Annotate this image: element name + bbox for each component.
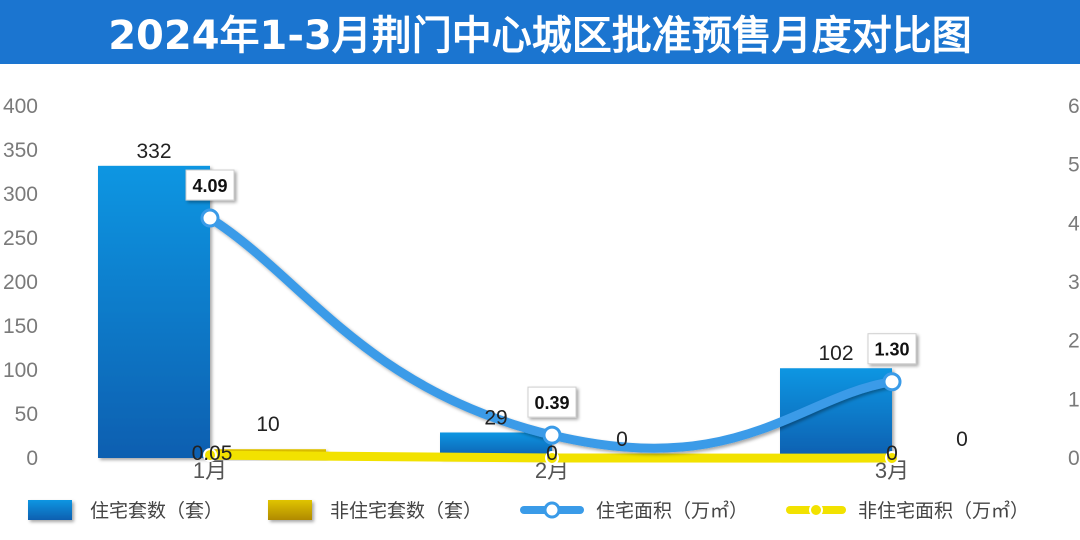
legend-label-nonresidential-area: 非住宅面积（万㎡） [858,499,1029,522]
legend-marker-nonresidential-area [809,503,823,517]
y-right-tick-label: 5 [1068,154,1080,177]
data-label-residential-area: 1.30 [874,340,909,360]
y-right-tick-label: 2 [1068,330,1080,353]
y-left-tick-label: 50 [15,403,38,426]
point-nonresidential-area [545,451,559,465]
y-right-tick-label: 3 [1068,271,1080,294]
data-label-nonresidential-units: 0 [956,428,968,451]
data-label-residential-units: 29 [484,406,507,429]
legend-swatch-residential-units [28,500,72,520]
x-category-label: 1月 [193,458,227,483]
y-right-tick-label: 0 [1068,447,1080,470]
legend-label-nonresidential-units: 非住宅套数（套） [330,500,482,522]
data-label-nonresidential-area: 0 [546,442,558,465]
data-label-residential-area: 0.39 [534,393,569,413]
y-right-tick-label: 1 [1068,388,1080,411]
data-label-nonresidential-units: 0 [616,428,628,451]
y-left-tick-label: 350 [3,139,38,162]
data-label-nonresidential-area: 0.05 [192,442,233,465]
y-right-tick-label: 4 [1068,212,1080,235]
data-label-residential-area: 4.09 [192,176,227,196]
y-right-tick-label: 6 [1068,95,1080,118]
data-label-residential-units: 332 [136,140,171,163]
data-label-nonresidential-units: 10 [256,413,279,436]
legend-label-residential-area: 住宅面积（万㎡） [596,499,748,522]
data-label-box-residential-area [867,333,917,365]
data-label-box-residential-area [185,169,235,201]
y-left-tick-label: 100 [3,359,38,382]
bar-residential-units [98,165,210,458]
data-label-nonresidential-area: 0 [886,442,898,465]
point-residential-area [882,372,902,392]
y-left-tick-label: 150 [3,315,38,338]
y-left-tick-label: 200 [3,271,38,294]
legend-label-residential-units: 住宅套数（套） [90,500,223,522]
data-label-box-residential-area [527,386,577,418]
point-residential-area [542,425,562,445]
legend-marker-residential-area [543,501,561,519]
y-left-tick-label: 300 [3,183,38,206]
y-left-tick-label: 0 [26,447,38,470]
chart-title: 2024年1-3月荆门中心城区批准预售月度对比图 [0,0,1080,64]
y-left-tick-label: 400 [3,95,38,118]
point-nonresidential-area [203,448,217,463]
legend-swatch-nonresidential-units [268,500,312,520]
point-residential-area [200,208,220,228]
data-label-residential-units: 102 [818,342,853,365]
y-left-tick-label: 250 [3,227,38,250]
point-nonresidential-area [885,451,899,465]
